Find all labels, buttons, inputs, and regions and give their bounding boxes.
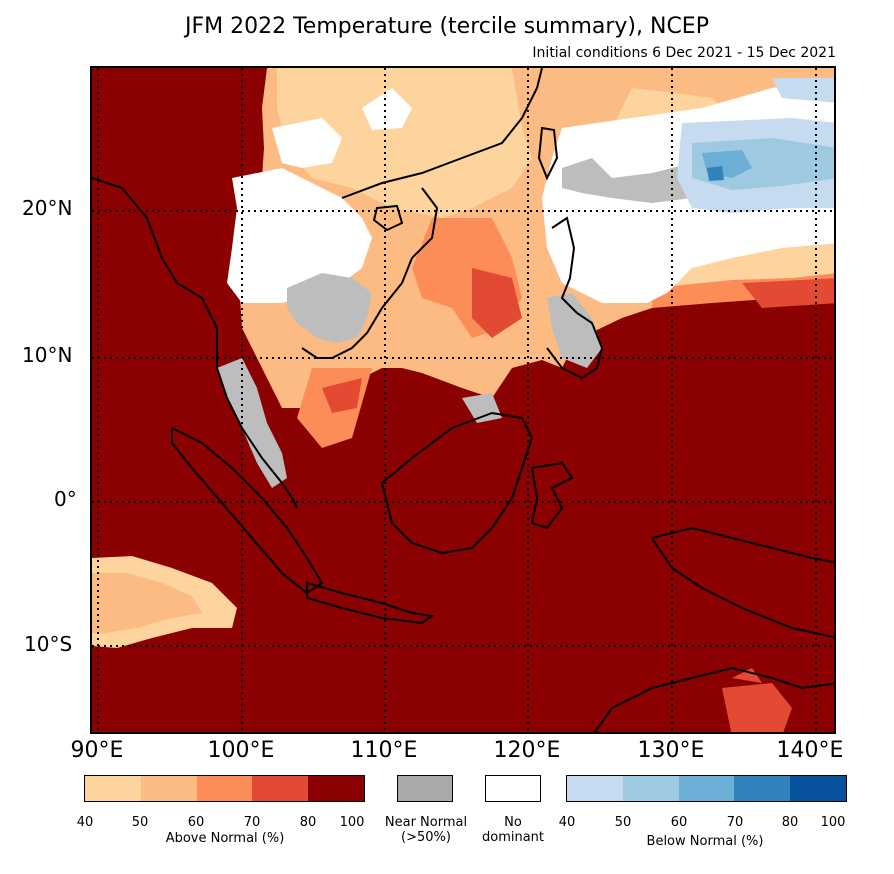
no-dominant-swatch (485, 775, 541, 802)
near-normal-caption: Near Normal (>50%) (384, 815, 468, 845)
above-tick-80: 80 (299, 815, 317, 830)
no-dominant-region-north (272, 88, 412, 168)
near-normal-region-peninsula (217, 358, 287, 488)
lon-label-90e: 90°E (70, 738, 124, 763)
lon-label-110e: 110°E (350, 738, 418, 763)
above-normal-caption: Above Normal (%) (165, 831, 285, 846)
graticule (92, 68, 834, 732)
above-normal-50-60-region-south (92, 573, 202, 633)
near-normal-region-cambodia (287, 273, 372, 343)
below-normal-colorbar (566, 775, 847, 802)
above-tick-100: 100 (339, 815, 365, 830)
lat-label-10s: 10°S (24, 632, 73, 656)
lat-label-10n: 10°N (22, 343, 73, 367)
map-title: JFM 2022 Temperature (tercile summary), … (185, 14, 709, 39)
above-normal-70-80-region (322, 268, 834, 413)
above-tick-50: 50 (131, 815, 149, 830)
forecast-map (90, 66, 836, 734)
above-normal-colorbar (84, 775, 365, 802)
below-tick-60: 60 (670, 815, 688, 830)
lon-label-130e: 130°E (637, 738, 705, 763)
below-tick-40: 40 (558, 815, 576, 830)
below-tick-70: 70 (726, 815, 744, 830)
lat-label-20n: 20°N (22, 196, 73, 220)
above-tick-70: 70 (243, 815, 261, 830)
lon-label-120e: 120°E (493, 738, 561, 763)
above-tick-60: 60 (187, 815, 205, 830)
no-dominant-caption: No dominant (481, 815, 545, 845)
map-canvas (92, 68, 834, 732)
above-normal-70-80-region-south (722, 668, 792, 732)
lon-label-100e: 100°E (207, 738, 275, 763)
below-tick-100: 100 (820, 815, 846, 830)
below-tick-80: 80 (781, 815, 799, 830)
lon-label-140e: 140°E (776, 738, 844, 763)
below-normal-caption: Below Normal (%) (646, 834, 764, 849)
near-normal-swatch (397, 775, 453, 802)
below-normal-70-80-region (707, 166, 724, 181)
no-dominant-region-indochina (227, 168, 372, 303)
lat-label-0: 0° (54, 487, 77, 511)
below-tick-50: 50 (614, 815, 632, 830)
above-tick-40: 40 (76, 815, 94, 830)
initial-conditions-subtitle: Initial conditions 6 Dec 2021 - 15 Dec 2… (532, 45, 836, 61)
